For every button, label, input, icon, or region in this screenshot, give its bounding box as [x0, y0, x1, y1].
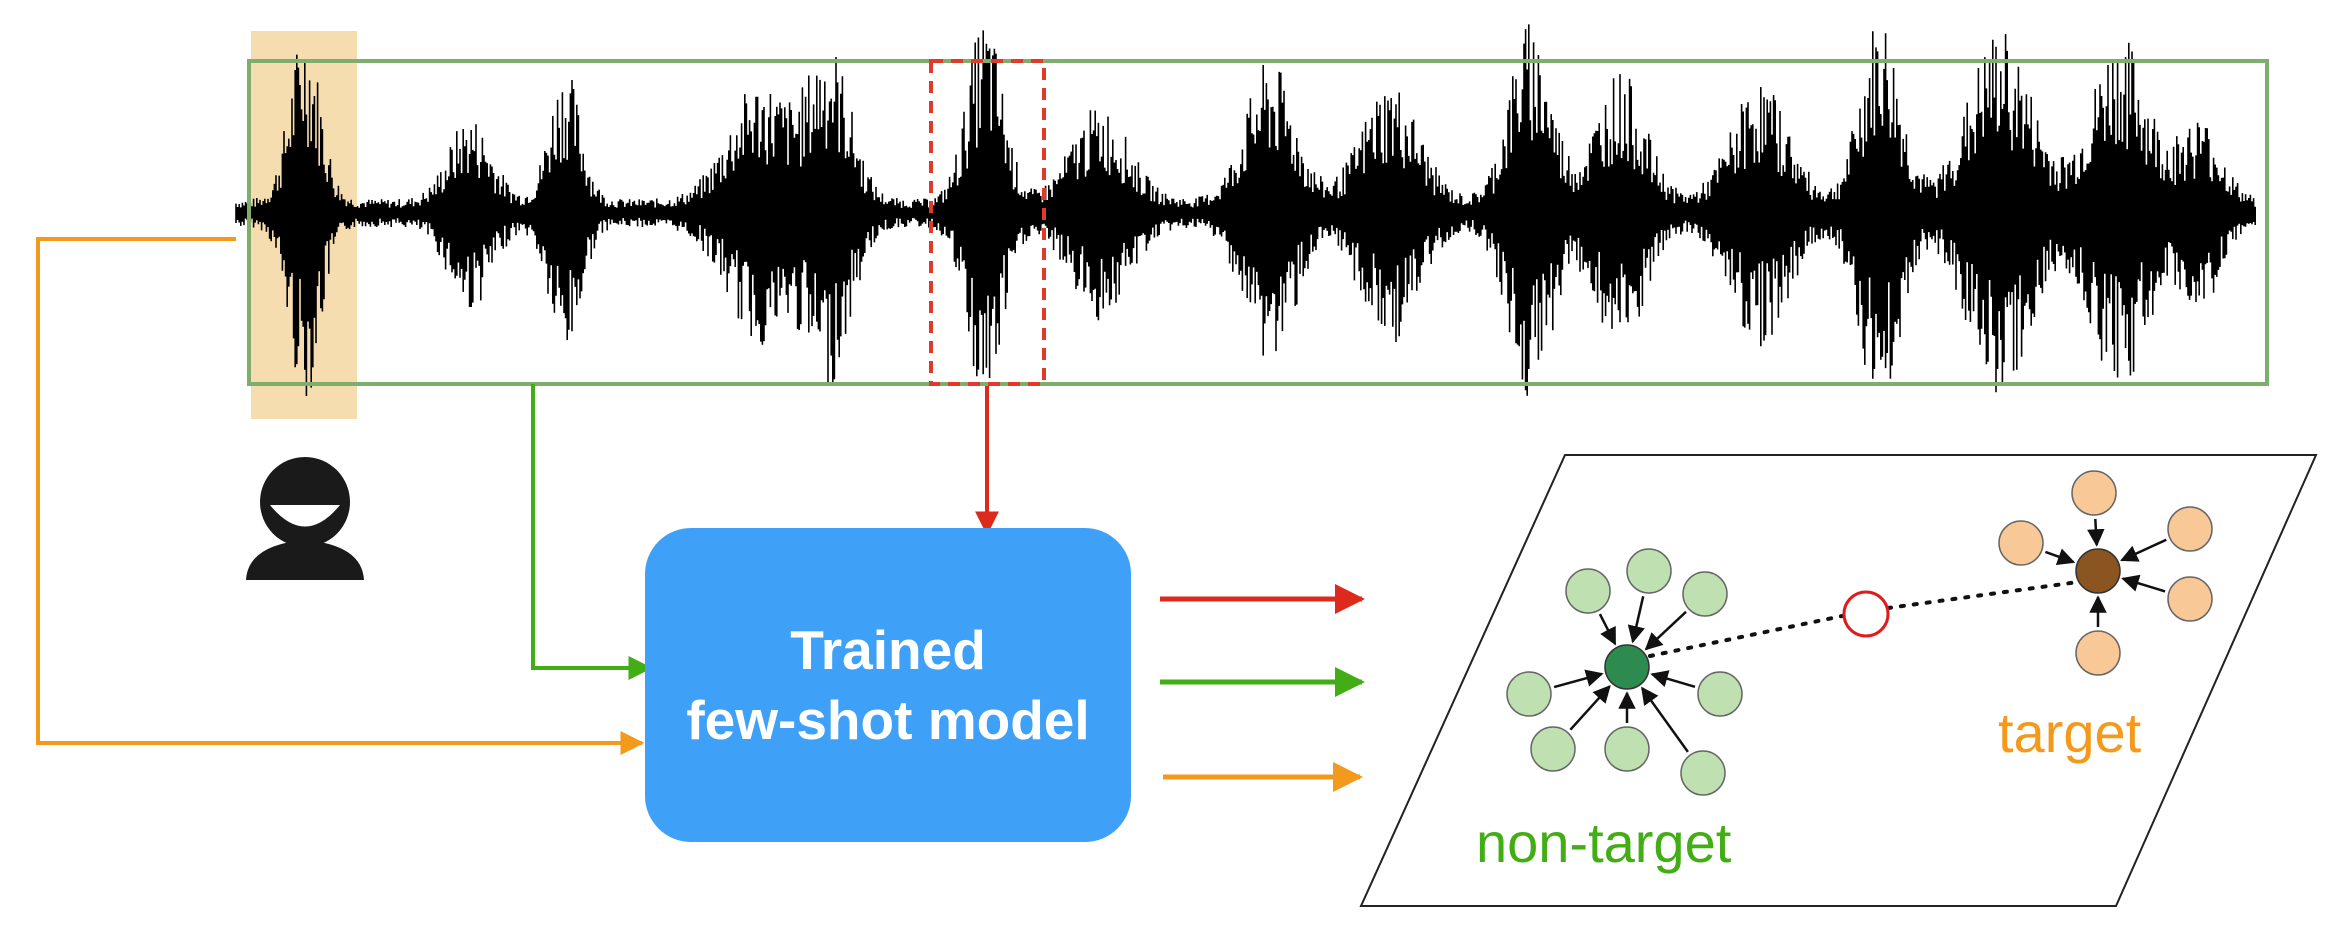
- non-target-support-embedding: [1530, 726, 1576, 772]
- non-target-support-link: [1644, 610, 1687, 651]
- target-cluster: [1998, 470, 2213, 676]
- target-support-link: [2121, 574, 2166, 593]
- non-target-cluster: [1506, 548, 1743, 796]
- waveform-trace: [235, 24, 2256, 396]
- waveform-box: [247, 59, 2269, 386]
- target-support-embedding: [2071, 470, 2117, 516]
- non-target-support-embedding: [1604, 726, 1650, 772]
- target-support-link: [2087, 518, 2105, 547]
- target-support-embedding: [2167, 506, 2213, 552]
- support-target-arrow: [36, 237, 645, 755]
- non-target-support-embedding: [1506, 671, 1552, 717]
- support-non-target-arrow: [531, 384, 653, 680]
- few-shot-model-box: Trained few-shot model: [645, 528, 1131, 842]
- target-support-link: [2120, 538, 2167, 562]
- distance-to-target: [1886, 580, 2080, 610]
- non-target-support-link: [1569, 685, 1611, 731]
- non-target-support-embedding: [1680, 750, 1726, 796]
- query-segment-box: [929, 59, 1046, 386]
- non-target-support-link: [1598, 613, 1617, 646]
- non-target-support-link: [1553, 669, 1604, 689]
- distance-to-non-target: [1648, 613, 1849, 658]
- non-target-prototype: [1604, 644, 1650, 690]
- person-icon: [246, 457, 364, 580]
- target-support-link: [2044, 548, 2076, 565]
- non-target-support-link: [1641, 686, 1689, 753]
- non-target-support-link: [1627, 596, 1645, 644]
- target-prototype: [2075, 548, 2121, 594]
- target-support-embedding: [2167, 576, 2213, 622]
- query-embedding: [1842, 590, 1890, 638]
- target-support-embedding: [1998, 520, 2044, 566]
- non-target-support-link: [1650, 670, 1696, 688]
- non-target-support-embedding: [1565, 568, 1611, 614]
- non-target-support-embedding: [1697, 671, 1743, 717]
- non-target-label: non-target: [1476, 811, 1732, 874]
- audio-waveform: [235, 24, 2256, 396]
- model-label-line2: few-shot model: [686, 689, 1090, 751]
- non-target-support-embedding: [1626, 548, 1672, 594]
- target-support-embedding: [2075, 630, 2121, 676]
- non-target-support-embedding: [1682, 571, 1728, 617]
- model-label-line1: Trained: [790, 619, 986, 681]
- target-label: target: [1998, 701, 2142, 764]
